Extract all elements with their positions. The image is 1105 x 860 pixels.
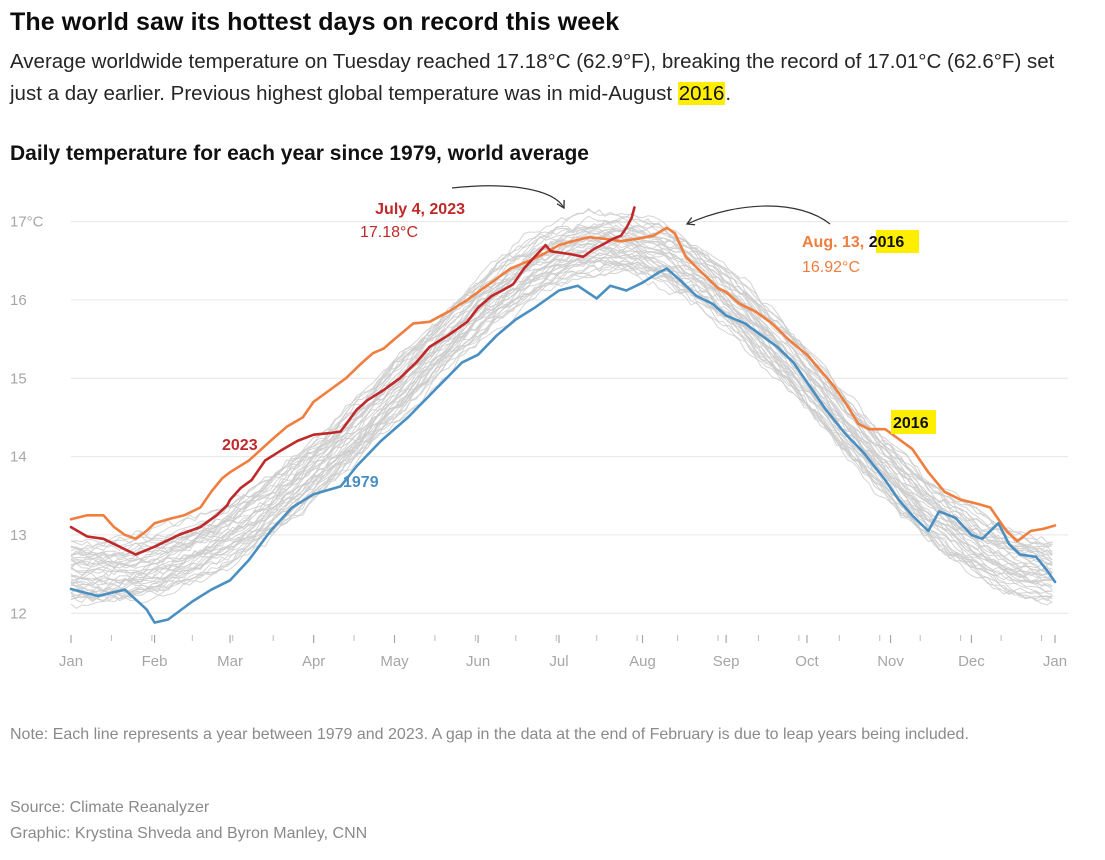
deck-highlight-2016: 2016	[677, 82, 726, 105]
x-tick-label-jan: Jan	[59, 653, 83, 670]
x-tick-label-feb: Feb	[142, 653, 168, 670]
annotations: July 4, 2023 17.18°C Aug. 13, 2016 16.92…	[222, 185, 936, 491]
record-2016-title: Aug. 13, 2016	[802, 234, 904, 251]
deck-text: Average worldwide temperature on Tuesday…	[10, 50, 1055, 105]
record-2023-arrow	[451, 185, 565, 210]
x-tick-label-jun: Jun	[466, 653, 490, 670]
temperature-line-chart: 12 13 14 15 16 17°C Jan Feb Mar Apr May Jun Jul Aug S…	[10, 185, 1068, 670]
record-2023-value: 17.18°C	[360, 224, 418, 241]
y-tick-label-16: 16	[10, 292, 27, 309]
series-label-2016: 2016	[893, 415, 929, 432]
x-tick-label-apr: Apr	[302, 653, 325, 670]
year-line-1984	[70, 261, 1053, 603]
year-line-1988	[70, 256, 1053, 598]
headline: The world saw its hottest days on record…	[10, 8, 620, 36]
highlighted-series	[69, 206, 1057, 624]
x-tick-label-mar: Mar	[217, 653, 243, 670]
record-2016-arrow	[685, 205, 831, 226]
year-line-1985	[70, 260, 1053, 599]
x-tick-label-sep: Sep	[713, 653, 740, 670]
series-line-2016	[69, 226, 1057, 543]
series-label-2023: 2023	[222, 437, 258, 454]
record-2016-title-year: 2016	[869, 234, 905, 251]
record-2023-title: July 4, 2023	[375, 201, 465, 218]
x-tick-label-jan-end: Jan	[1043, 653, 1067, 670]
series-line-2023	[69, 206, 636, 556]
year-line-2019	[70, 215, 1053, 551]
series-label-2016-highlight	[891, 410, 936, 434]
year-line-2013	[70, 229, 1053, 561]
graphic-credit: Graphic: Krystina Shveda and Byron Manle…	[10, 825, 368, 842]
x-tick-label-aug: Aug	[629, 653, 656, 670]
year-line-2021	[70, 209, 1053, 556]
y-tick-label-14: 14	[10, 449, 27, 466]
x-tick-label-nov: Nov	[877, 653, 904, 670]
year-line-2017	[70, 224, 1053, 556]
y-tick-label-15: 15	[10, 370, 27, 387]
x-tick-label-may: May	[380, 653, 409, 670]
year-line-1995	[70, 249, 1053, 590]
record-2016-year-highlight	[876, 230, 919, 253]
y-axis: 12 13 14 15 16 17°C	[10, 214, 44, 623]
series-line-1979	[69, 267, 1057, 624]
source-credit: Source: Climate Reanalyzer	[10, 799, 210, 816]
x-tick-label-oct: Oct	[795, 653, 819, 670]
chart-title: Daily temperature for each year since 19…	[10, 142, 589, 165]
year-line-2002	[70, 240, 1053, 574]
x-axis: Jan Feb Mar Apr May Jun Jul Aug Sep Oct Nov Dec Jan	[59, 635, 1067, 670]
x-tick-label-dec: Dec	[958, 653, 985, 670]
deck-end: .	[725, 82, 732, 105]
record-2016-title-prefix: Aug. 13,	[802, 234, 869, 251]
record-2016-value: 16.92°C	[802, 259, 860, 276]
year-line-2015	[70, 216, 1053, 558]
y-tick-label-12: 12	[10, 605, 27, 622]
series-label-1979: 1979	[343, 474, 379, 491]
deck: Average worldwide temperature on Tuesday…	[10, 46, 1090, 110]
x-tick-label-jul: Jul	[549, 653, 568, 670]
footnote: Note: Each line represents a year betwee…	[10, 726, 969, 743]
y-tick-label-17: 17°C	[10, 214, 44, 231]
y-tick-label-13: 13	[10, 527, 27, 544]
background-year-lines	[70, 207, 1053, 610]
